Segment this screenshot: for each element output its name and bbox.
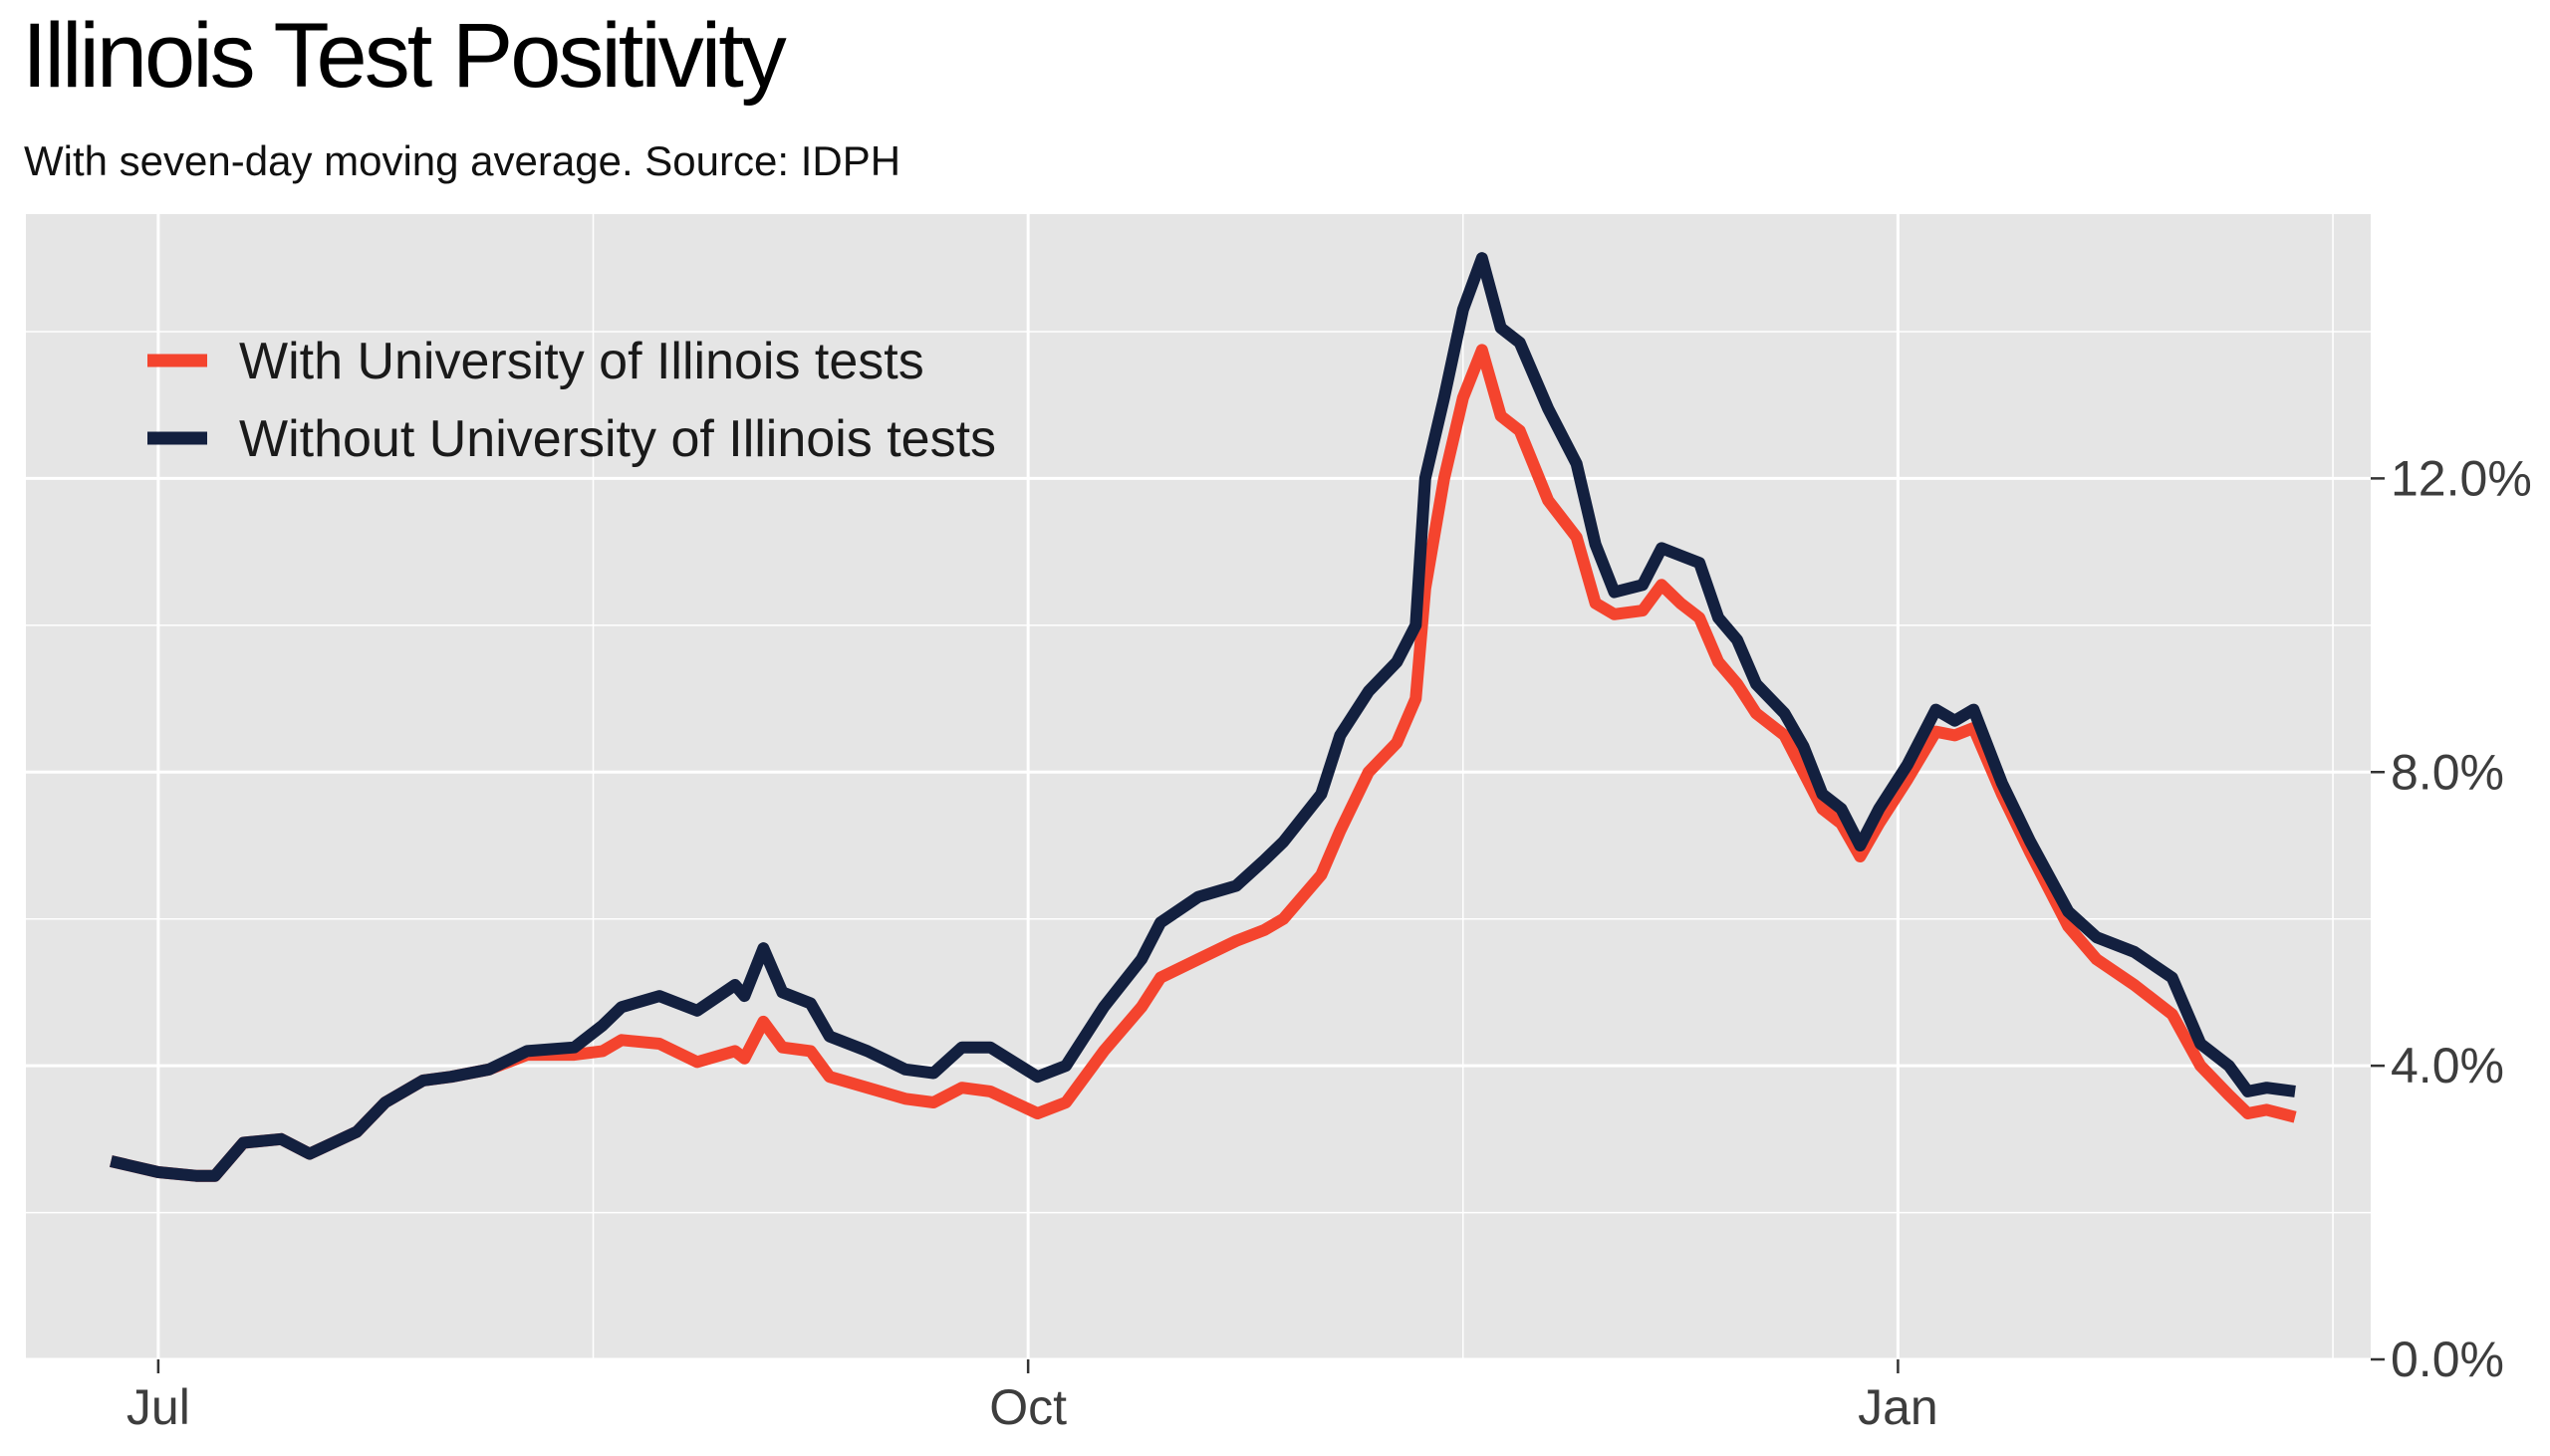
series-lines [110, 252, 2297, 1182]
series-line-without-ui-tests [110, 252, 2296, 1182]
y-tick-label: 0.0% [2391, 1332, 2504, 1387]
legend: With University of Illinois tests Without… [147, 333, 996, 468]
x-tick-label: Jan [1858, 1379, 1938, 1435]
x-tick-label: Jul [127, 1379, 190, 1435]
y-tick-label: 8.0% [2391, 744, 2504, 800]
legend-label-without: Without University of Illinois tests [239, 410, 996, 468]
plot-panel [26, 214, 2371, 1359]
legend-label-with: With University of Illinois tests [239, 333, 924, 390]
minor-gridlines [26, 214, 2371, 1359]
axes: 0.0% 4.0% 8.0% 12.0% Jul Oct Jan [127, 450, 2532, 1435]
x-tick-label: Oct [989, 1379, 1067, 1435]
major-gridlines [26, 214, 2371, 1361]
y-tick-label: 12.0% [2391, 450, 2532, 506]
chart-subtitle: With seven-day moving average. Source: I… [24, 137, 901, 184]
y-tick-label: 4.0% [2391, 1038, 2504, 1093]
series-line-with-ui-tests [110, 344, 2297, 1182]
chart-title: Illinois Test Positivity [22, 5, 787, 107]
